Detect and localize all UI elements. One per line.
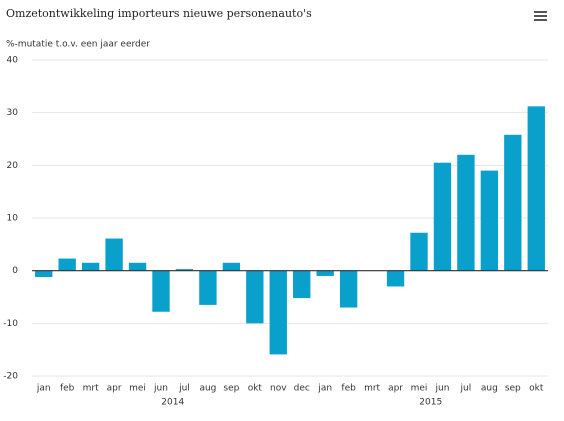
- bar: [293, 270, 311, 299]
- y-tick-label: -20: [3, 372, 18, 382]
- x-group-label: 2015: [419, 398, 442, 408]
- bar: [199, 270, 217, 305]
- chart-subtitle: %-mutatie t.o.v. een jaar eerder: [6, 40, 150, 50]
- chart-title: Omzetontwikkeling importeurs nieuwe pers…: [6, 7, 312, 20]
- bar: [152, 270, 170, 312]
- x-tick-label: apr: [388, 384, 403, 394]
- y-tick-label: 40: [7, 56, 19, 66]
- x-tick-label: mrt: [364, 384, 380, 394]
- bar: [35, 270, 53, 277]
- menu-bar: [534, 11, 547, 13]
- bar: [81, 262, 100, 271]
- bar: [480, 170, 499, 271]
- x-tick-label: aug: [481, 384, 498, 394]
- x-tick-label: sep: [223, 384, 239, 394]
- bar: [386, 270, 405, 287]
- bar: [222, 262, 241, 271]
- x-tick-label: mei: [411, 384, 428, 394]
- bar: [316, 270, 334, 276]
- x-tick-label: feb: [60, 384, 75, 394]
- x-tick-label: mrt: [83, 384, 99, 394]
- bar: [527, 106, 545, 271]
- x-tick-label: jun: [153, 384, 168, 394]
- y-tick-label: 20: [7, 161, 19, 171]
- x-tick-label: sep: [505, 384, 521, 394]
- y-tick-label: 10: [7, 214, 19, 224]
- menu-bar: [534, 15, 547, 17]
- x-tick-label: okt: [529, 384, 544, 394]
- bar: [339, 270, 358, 308]
- x-tick-label: nov: [270, 384, 287, 394]
- x-tick-label: jun: [434, 384, 449, 394]
- x-tick-label: jan: [36, 384, 51, 394]
- bar: [269, 270, 287, 355]
- x-tick-label: aug: [199, 384, 216, 394]
- bar: [457, 154, 475, 271]
- x-tick-label: jul: [460, 384, 472, 394]
- bar: [105, 238, 123, 271]
- x-tick-label: mei: [129, 384, 146, 394]
- bar: [433, 162, 452, 271]
- bar: [410, 232, 428, 271]
- x-tick-label: dec: [294, 384, 310, 394]
- x-tick-label: apr: [107, 384, 122, 394]
- x-tick-label: jul: [178, 384, 190, 394]
- x-tick-label: okt: [248, 384, 263, 394]
- bar: [504, 134, 522, 271]
- y-tick-label: -10: [3, 319, 18, 329]
- bar: [128, 262, 147, 271]
- y-tick-label: 30: [7, 108, 19, 118]
- x-group-label: 2014: [161, 398, 184, 408]
- bar: [175, 269, 194, 271]
- bar: [246, 270, 264, 324]
- y-tick-label: 0: [12, 266, 18, 276]
- x-tick-label: feb: [341, 384, 356, 394]
- menu-bar: [534, 19, 547, 21]
- bar: [58, 258, 76, 271]
- menu-button[interactable]: [534, 11, 547, 21]
- x-tick-label: jan: [317, 384, 332, 394]
